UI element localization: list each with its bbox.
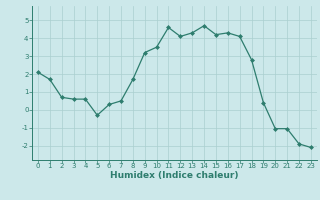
X-axis label: Humidex (Indice chaleur): Humidex (Indice chaleur) xyxy=(110,171,239,180)
